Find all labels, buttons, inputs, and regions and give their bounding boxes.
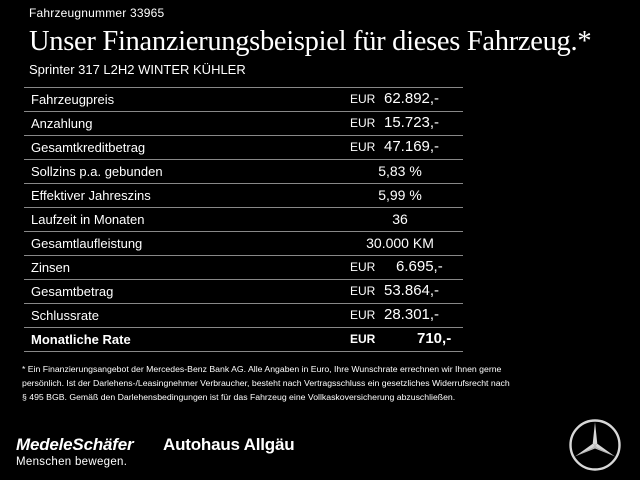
table-row: Anzahlung EUR 15.723,- bbox=[24, 112, 463, 136]
row-value: 47.169,- bbox=[384, 138, 440, 155]
row-label: Gesamtbetrag bbox=[31, 284, 114, 299]
row-label: Anzahlung bbox=[31, 116, 93, 131]
table-row: Gesamtlaufleistung 30.000 KM bbox=[24, 232, 463, 256]
row-label: Gesamtkreditbetrag bbox=[31, 140, 146, 155]
row-value: 5,83 % bbox=[378, 163, 422, 179]
row-value: 30.000 KM bbox=[366, 235, 434, 251]
partner-logo: Autohaus Allgäu bbox=[163, 435, 295, 454]
row-value: 36 bbox=[392, 211, 408, 227]
row-currency: EUR bbox=[350, 332, 376, 346]
row-label: Fahrzeugpreis bbox=[31, 92, 115, 107]
row-value: 15.723,- bbox=[384, 114, 440, 131]
row-value: 5,99 % bbox=[378, 187, 422, 203]
table-row: Gesamtkreditbetrag EUR 47.169,- bbox=[24, 136, 463, 160]
table-row: Zinsen EUR 6.695,- bbox=[24, 256, 463, 280]
row-label: Monatliche Rate bbox=[31, 332, 131, 347]
row-label: Zinsen bbox=[31, 260, 71, 275]
row-currency: EUR bbox=[350, 308, 376, 322]
table-row: Sollzins p.a. gebunden 5,83 % bbox=[24, 160, 463, 184]
row-currency: EUR bbox=[350, 284, 376, 298]
vehicle-number: Fahrzeugnummer 33965 bbox=[29, 6, 165, 20]
row-label: Gesamtlaufleistung bbox=[31, 236, 143, 251]
dealer-claim: Menschen bewegen. bbox=[16, 456, 128, 468]
disclaimer-line: * Ein Finanzierungsangebot der Mercedes-… bbox=[22, 364, 502, 374]
row-label: Laufzeit in Monaten bbox=[31, 212, 145, 227]
row-currency: EUR bbox=[350, 260, 376, 274]
row-label: Schlussrate bbox=[31, 308, 99, 323]
table-row: Fahrzeugpreis EUR 62.892,- bbox=[24, 88, 463, 112]
disclaimer-line: § 495 BGB. Gemäß den Darlehensbedingunge… bbox=[22, 392, 456, 402]
table-row: Laufzeit in Monaten 36 bbox=[24, 208, 463, 232]
row-value: 6.695,- bbox=[396, 258, 443, 275]
row-value: 53.864,- bbox=[384, 282, 440, 299]
table-row: Schlussrate EUR 28.301,- bbox=[24, 304, 463, 328]
row-value: 62.892,- bbox=[384, 90, 440, 107]
table-row-monthly-rate: Monatliche Rate EUR 710,- bbox=[24, 328, 463, 352]
row-currency: EUR bbox=[350, 140, 376, 154]
financing-table: Fahrzeugpreis EUR 62.892,- Anzahlung EUR… bbox=[24, 87, 463, 352]
disclaimer: * Ein Finanzierungsangebot der Mercedes-… bbox=[22, 362, 620, 404]
row-value: 710,- bbox=[417, 330, 452, 347]
dealer-logo: MedeleSchäfer bbox=[16, 435, 134, 454]
mercedes-star-icon bbox=[569, 419, 621, 471]
row-label: Effektiver Jahreszins bbox=[31, 188, 151, 203]
row-label: Sollzins p.a. gebunden bbox=[31, 164, 163, 179]
model-name: Sprinter 317 L2H2 WINTER KÜHLER bbox=[29, 62, 246, 77]
page-title: Unser Finanzierungsbeispiel für dieses F… bbox=[29, 26, 592, 57]
table-row: Effektiver Jahreszins 5,99 % bbox=[24, 184, 463, 208]
table-row: Gesamtbetrag EUR 53.864,- bbox=[24, 280, 463, 304]
row-currency: EUR bbox=[350, 116, 376, 130]
row-currency: EUR bbox=[350, 92, 376, 106]
disclaimer-line: persönlich. Ist der Darlehens-/Leasingne… bbox=[22, 378, 510, 388]
row-value: 28.301,- bbox=[384, 306, 440, 323]
